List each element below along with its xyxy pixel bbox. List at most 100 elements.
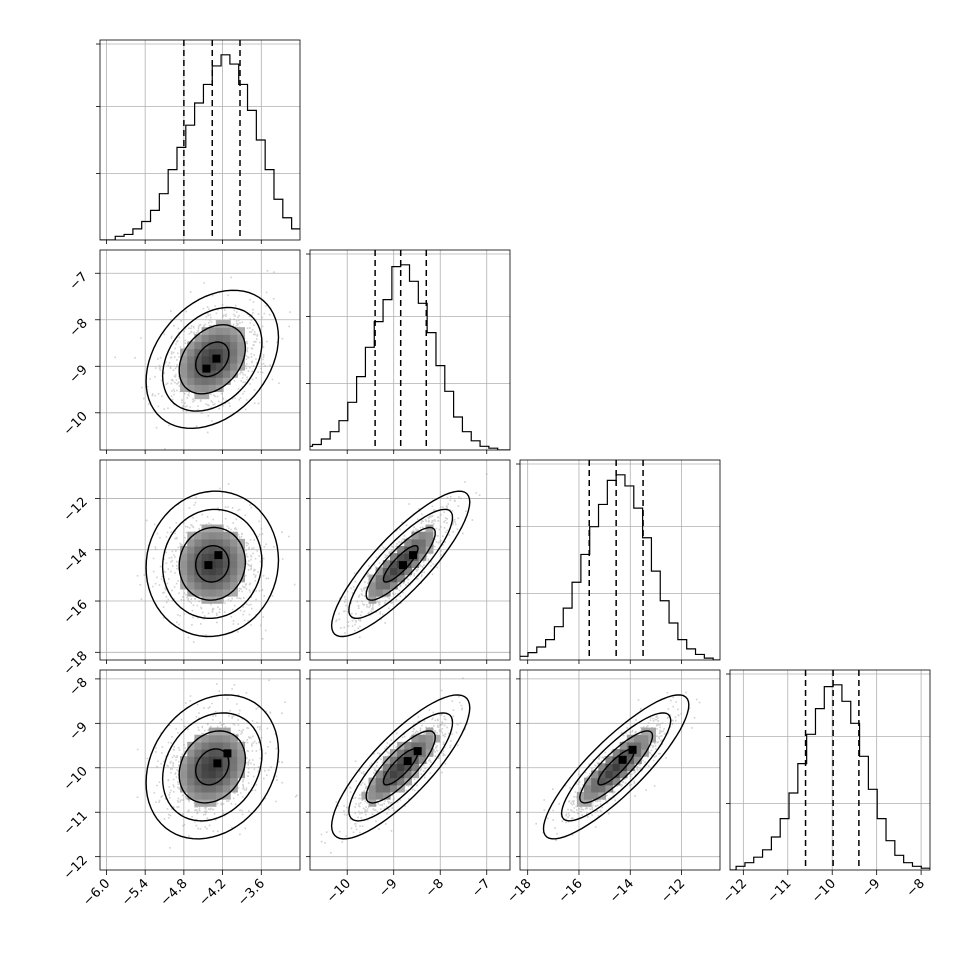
- density-cell: [230, 553, 238, 561]
- density-cell: [215, 734, 224, 743]
- density-cell: [375, 791, 384, 800]
- density-cell: [230, 770, 238, 779]
- density-cell: [411, 770, 420, 779]
- density-cell: [194, 348, 203, 357]
- density-cell: [180, 770, 188, 779]
- density-cell: [619, 763, 628, 772]
- x-tick-label: −6.0: [80, 876, 113, 909]
- density-cell: [215, 327, 224, 335]
- density-cell: [411, 763, 420, 772]
- density-cell: [187, 784, 196, 793]
- density-cell: [222, 553, 231, 561]
- density-cell: [418, 531, 427, 540]
- density-cell: [418, 538, 427, 547]
- density-cell: [215, 370, 224, 378]
- panel-frame: [519, 669, 721, 871]
- density-cell: [397, 567, 405, 576]
- x-tick-label: −16: [556, 876, 586, 906]
- x-tick-label: −8: [904, 876, 928, 900]
- density-cell: [194, 581, 203, 590]
- density-cell: [237, 538, 246, 547]
- density-cell: [605, 763, 614, 772]
- contour-line: [382, 748, 419, 786]
- density-cell: [194, 770, 203, 779]
- density-cell: [382, 763, 391, 772]
- contour-line: [382, 545, 419, 583]
- density-cell: [201, 763, 210, 772]
- density-cell: [208, 334, 217, 343]
- density-peak: [204, 561, 213, 570]
- density-cell: [215, 595, 224, 604]
- density-cell: [187, 763, 196, 772]
- density-peak: [213, 759, 222, 768]
- density-cell: [208, 560, 217, 569]
- density-cell: [411, 545, 420, 554]
- panel-frame: [309, 669, 511, 871]
- histogram-panel: [730, 670, 930, 870]
- density-cell: [389, 763, 398, 772]
- density-cell: [382, 777, 391, 786]
- density-cell: [397, 545, 405, 554]
- density-cell: [230, 355, 238, 364]
- density-cell: [187, 553, 196, 561]
- density-cell: [237, 553, 246, 561]
- density-cell: [389, 784, 398, 793]
- density-cell: [201, 770, 210, 779]
- x-tick-label: −5.4: [119, 876, 152, 909]
- density-cell: [215, 567, 224, 576]
- density-cell: [201, 574, 210, 583]
- density-cell: [215, 588, 224, 597]
- density-cell: [201, 581, 210, 590]
- density-cell: [194, 334, 203, 343]
- contour-line: [178, 324, 247, 395]
- density-cell: [425, 524, 434, 533]
- density-cell: [208, 741, 217, 750]
- contour-line: [579, 730, 654, 804]
- density-cell: [208, 362, 217, 371]
- scatter-panel: [310, 460, 510, 660]
- density-cell: [591, 784, 599, 793]
- density-cell: [201, 327, 210, 335]
- density-cell: [397, 763, 405, 772]
- density-cell: [397, 749, 405, 757]
- density-cell: [230, 763, 238, 772]
- density-cell: [418, 756, 427, 764]
- contour-line: [330, 490, 471, 638]
- density-cell: [215, 362, 224, 371]
- density-cell: [222, 588, 231, 597]
- density-peak: [628, 745, 637, 754]
- density-cell: [389, 770, 398, 779]
- density-cell: [397, 553, 405, 561]
- density-cell: [397, 574, 405, 583]
- density-cell: [215, 791, 224, 800]
- density-cell: [187, 355, 196, 364]
- contour-line: [178, 526, 247, 601]
- contour-line: [597, 748, 636, 786]
- contour-line: [194, 545, 230, 583]
- density-cell: [215, 320, 224, 328]
- density-cell: [230, 567, 238, 576]
- density-cell: [194, 799, 203, 807]
- density-cell: [222, 320, 231, 328]
- density-cell: [187, 756, 196, 764]
- density-cell: [230, 749, 238, 757]
- density-cell: [576, 799, 585, 807]
- density-cell: [237, 545, 246, 554]
- density-cell: [237, 334, 246, 343]
- y-tick-label: −12: [61, 853, 91, 883]
- density-cell: [194, 777, 203, 786]
- panel-frame: [519, 459, 721, 661]
- density-cell: [404, 560, 413, 569]
- density-cell: [605, 756, 614, 764]
- density-cell: [230, 756, 238, 764]
- density-cell: [180, 756, 188, 764]
- density-cell: [194, 355, 203, 364]
- contour-line: [330, 694, 471, 840]
- density-cell: [208, 749, 217, 757]
- density-cell: [208, 784, 217, 793]
- density-cell: [584, 791, 592, 800]
- density-cell: [215, 741, 224, 750]
- density-cell: [397, 770, 405, 779]
- x-tick-label: −12: [720, 876, 750, 906]
- contour-line: [145, 694, 280, 840]
